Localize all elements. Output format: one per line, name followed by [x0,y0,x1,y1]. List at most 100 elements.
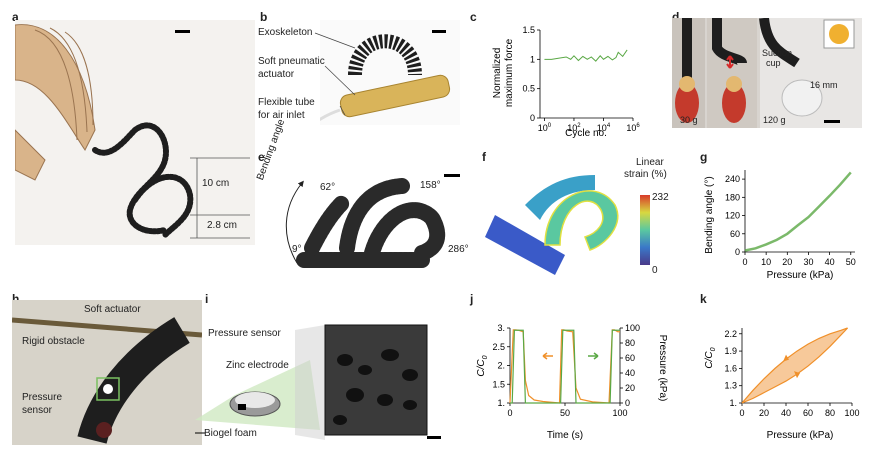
g-ytick-label: 180 [725,192,740,202]
k-series-loading [741,327,848,404]
j-arrow-right-green [588,352,599,360]
k-hysteresis-area [742,328,848,403]
dimension-upper: 10 cm [202,178,230,189]
panel-d-photo [672,18,862,128]
k-xtick-label: 80 [825,408,835,418]
g-series-line [744,171,852,252]
k-ytick-label: 1. [729,398,737,408]
chart-g: Bending angle (°) Pressure (kPa) 0 60 120 1… [704,170,856,281]
colorbar [640,195,650,265]
panel-label-i: i [205,292,209,306]
j-ytick-left-label: 1. [497,398,505,408]
colorbar-max: 232 [652,192,669,203]
g-xtick-label: 10 [761,257,771,267]
actuator-illustration [320,30,451,122]
chart-c: Normalized maximum force Cycle no. 0 0.5 1… [492,25,640,139]
j-ytick-left-label: 3. [497,323,505,333]
c-ytick-label: 1 [530,54,535,64]
label-zinc-electrode: Zinc electrode [226,360,289,371]
c-xtick-label: 104 [597,123,611,133]
panel-label-a: a [12,10,19,24]
c-ytick-label: 0.5 [522,84,535,94]
label-rigid-obstacle: Rigid obstacle [22,336,85,347]
c-xtick-label: 102 [567,123,581,133]
panel-label-b: b [260,10,268,24]
k-xtick-label: 40 [781,408,791,418]
label-pressure-sensor-2: sensor [22,405,53,416]
panel-label-f: f [482,150,486,164]
k-xlabel: Pressure (kPa) [767,430,834,441]
label-exoskeleton: Exoskeleton [258,27,313,38]
chart-k: C/C0 Pressure (kPa) 1. 1.3 1.6 1.9 2.2 0 20 40 6… [704,327,860,441]
dimension-lower: 2.8 cm [207,220,238,231]
g-xlabel: Pressure (kPa) [767,270,834,281]
k-ytick-label: 2.2 [724,329,737,339]
panel-label-d: d [672,10,680,24]
g-xtick-label: 50 [846,257,856,267]
g-ytick-label: 120 [725,211,740,221]
k-arrow-up [783,354,789,362]
g-xtick-label: 30 [803,257,813,267]
j-ytick-left-label: 1.5 [492,379,505,389]
g-ytick-label: 240 [725,174,740,184]
g-xtick-label: 0 [742,257,747,267]
k-xtick-label: 100 [844,408,859,418]
c-ylabel-2: maximum force [504,38,515,107]
label-tube-2: for air inlet [258,110,305,121]
c-series-line [544,49,628,62]
g-xtick-label: 40 [825,257,835,267]
j-ytick-left-label: 2.5 [492,342,505,352]
angle-62: 62° [320,182,336,193]
k-xtick-label: 0 [739,408,744,418]
j-ylabel-left: C/C0 [476,355,489,376]
j-ytick-right-label: 0 [625,398,630,408]
k-xtick-label: 20 [759,408,769,418]
g-ytick-label: 60 [730,229,740,239]
colorbar-title-2: strain (%) [624,169,667,180]
g-ylabel: Bending angle (°) [704,176,715,253]
panel-e-illustration [285,174,460,268]
panel-f-simulation [485,175,650,275]
chart-j: C/C0 Pressure (kPa) Time (s) 1. 1.5 2. 2.5 3… [476,323,668,441]
angle-158: 158° [420,180,441,191]
g-xtick-label: 20 [782,257,792,267]
colorbar-min: 0 [652,265,658,276]
panel-label-e: e [258,150,265,164]
c-ytick-label: 0 [530,113,535,123]
j-arrow-left-orange [542,352,553,360]
c-xtick-label: 100 [538,123,552,133]
j-ylabel-right: Pressure (kPa) [657,335,668,402]
j-ytick-right-label: 60 [625,353,635,363]
j-ytick-right-label: 100 [625,323,640,333]
label-actuator-2: actuator [258,69,295,80]
j-ytick-left-label: 2. [497,361,505,371]
k-xtick-label: 60 [803,408,813,418]
suction-label-2: cup [766,58,781,68]
panel-label-g: g [700,150,708,164]
j-ytick-right-label: 40 [625,368,635,378]
j-xtick-label: 100 [612,408,627,418]
panel-i-illustration [195,324,441,440]
k-ylabel: C/C0 [704,347,717,368]
label-soft-actuator: Soft actuator [84,304,141,315]
angle-286: 286° [448,244,469,255]
panel-h-photo [12,300,202,445]
j-xtick-label: 50 [560,408,570,418]
panel-label-k: k [700,292,707,306]
label-tube-1: Flexible tube [258,97,315,108]
label-biogel-foam: Biogel foam [204,428,257,439]
panel-a-photo [15,20,255,245]
weight-30g: 30 g [680,115,698,125]
k-ytick-label: 1.3 [724,381,737,391]
elephant-robot-illustration [15,24,250,239]
label-actuator-1: Soft pneumatic [258,56,325,67]
panel-b-leaders [314,32,356,116]
suction-label-1: Suction [762,48,793,58]
j-xlabel: Time (s) [547,430,583,441]
g-ytick-label: 0 [735,247,740,257]
label-pressure-sensor-1: Pressure [22,392,63,403]
k-ytick-label: 1.9 [724,346,737,356]
j-series-green [510,329,620,404]
panel-label-c: c [470,10,477,24]
j-ytick-right-label: 80 [625,338,635,348]
